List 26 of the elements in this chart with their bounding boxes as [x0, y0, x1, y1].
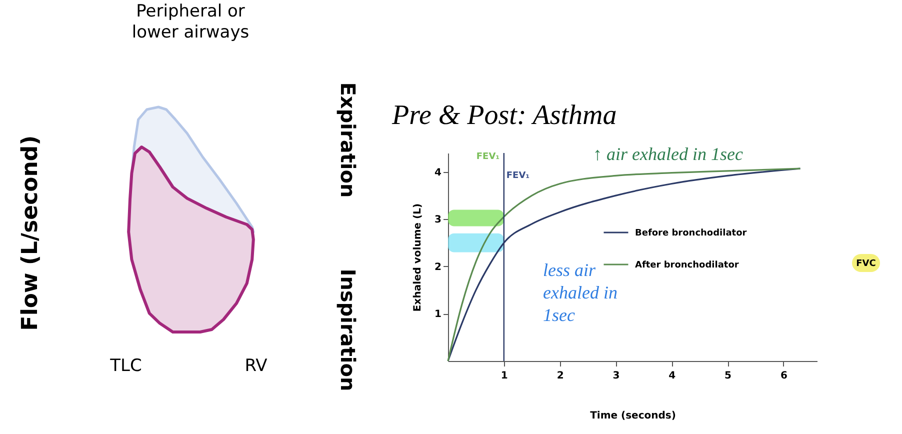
x-tick-label: 4 — [668, 370, 676, 382]
text: TLC — [109, 356, 142, 376]
text: RV — [244, 356, 268, 376]
x-tick-label: 1 — [500, 370, 508, 382]
y-tick-label: 1 — [434, 309, 442, 320]
text: FVC — [856, 259, 876, 269]
x-tick-label: 6 — [780, 370, 788, 382]
text: Flow (L/second) — [18, 135, 43, 331]
annotation: FEV₁ — [476, 152, 500, 162]
y-tick-label: 3 — [434, 214, 442, 226]
y-axis-title: Exhaled volume (L) — [412, 203, 424, 312]
text: Inspiration — [336, 268, 360, 392]
x-tick-label: 2 — [556, 370, 564, 382]
text: Expiration — [336, 82, 360, 198]
y-tick-label: 4 — [434, 167, 442, 178]
annotation: FEV₁ — [506, 171, 530, 181]
legend-label: After bronchodilator — [634, 260, 740, 271]
annotation: ↑ air exhaled in 1sec — [593, 144, 743, 164]
annotation: less air exhaled in 1sec — [543, 260, 618, 325]
text: Peripheral or lower airways — [132, 1, 250, 42]
chart-title: Pre & Post: Asthma — [391, 100, 617, 131]
legend-label: Before bronchodilator — [634, 228, 748, 239]
x-axis-title: Time (seconds) — [590, 410, 676, 422]
y-tick-label: 2 — [434, 262, 442, 273]
x-tick-label: 3 — [612, 370, 620, 382]
x-tick-label: 5 — [724, 370, 732, 382]
